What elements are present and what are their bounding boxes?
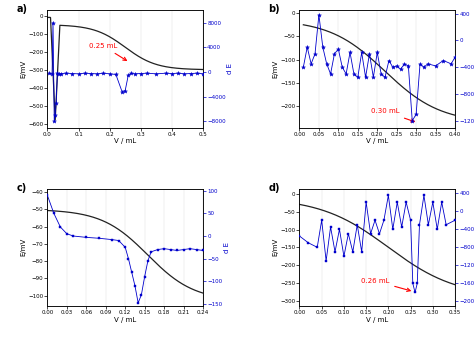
X-axis label: V / mL: V / mL	[114, 138, 137, 144]
Text: b): b)	[268, 4, 280, 14]
Text: d): d)	[268, 183, 280, 193]
Text: 0.30 mL: 0.30 mL	[371, 108, 414, 122]
Text: a): a)	[16, 4, 27, 14]
X-axis label: V / mL: V / mL	[366, 317, 388, 323]
Y-axis label: d E: d E	[227, 63, 233, 74]
Y-axis label: E/mV: E/mV	[21, 238, 27, 256]
X-axis label: V / mL: V / mL	[366, 138, 388, 144]
Y-axis label: E/mV: E/mV	[273, 238, 279, 256]
Text: 0.25 mL: 0.25 mL	[89, 43, 127, 61]
Text: 0.26 mL: 0.26 mL	[361, 278, 410, 291]
Y-axis label: E/mV: E/mV	[273, 60, 279, 78]
Text: 0.14 mL: 0.14 mL	[0, 339, 1, 340]
Y-axis label: d E: d E	[224, 242, 230, 253]
Y-axis label: E/mV: E/mV	[21, 60, 27, 78]
Text: c): c)	[16, 183, 27, 193]
X-axis label: V / mL: V / mL	[114, 317, 137, 323]
